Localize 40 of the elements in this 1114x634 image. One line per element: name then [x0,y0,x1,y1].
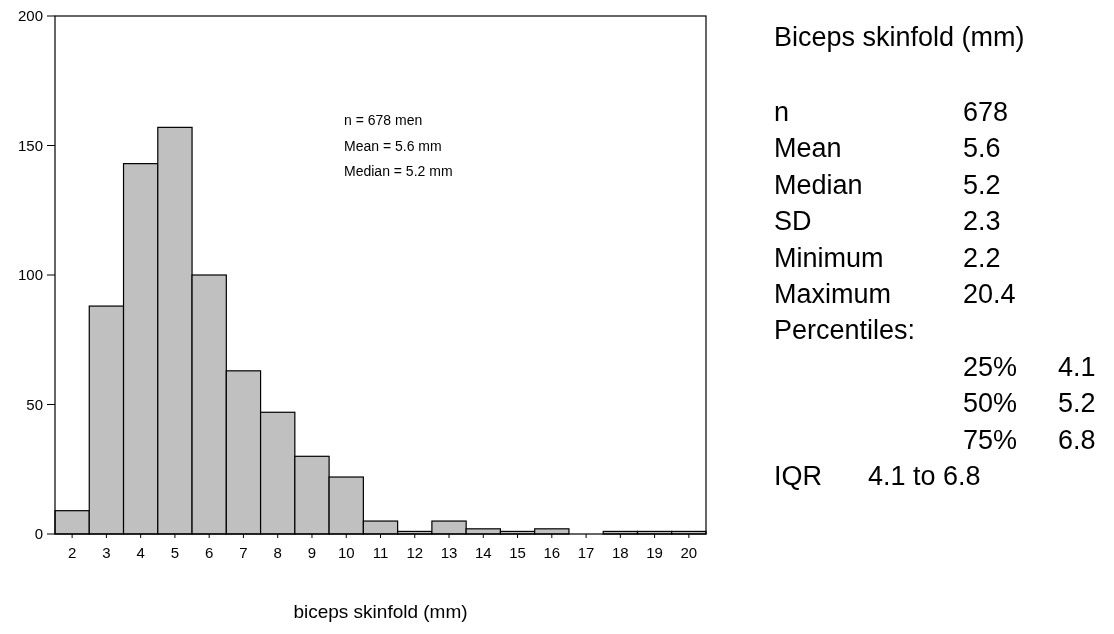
x-tick-label: 7 [239,544,248,561]
x-tick-label: 9 [307,544,317,561]
x-tick-label: 5 [170,544,180,561]
x-tick-label: 8 [273,544,282,561]
x-tick-label: 17 [577,544,595,561]
text: Minimum 2.2 [774,242,1001,273]
y-tick-label: 200 [17,7,43,25]
x-tick-label: 18 [612,544,629,561]
text: n 678 [774,97,1009,127]
x-tick-label: 12 [406,544,424,561]
x-tick-label: 14 [474,544,492,561]
annotation: Median = 5.2 mm [344,163,453,179]
text: Biceps skinfold (mm) [774,22,1025,52]
x-tick-label: 10 [337,544,355,561]
text: 50% 5.2 [963,388,1096,419]
text: Mean 5.6 [774,133,1001,164]
x-tick-label: 11 [372,544,389,561]
x-axis-title: biceps skinfold (mm) [293,601,468,622]
annotation: n = 678 men [344,112,423,128]
text: Median 5.2 [774,169,1001,200]
x-tick-label: 19 [646,544,663,561]
x-tick-label: 20 [680,544,698,561]
x-tick-label: 4 [136,544,145,561]
text: Maximum 20.4 [774,279,1016,309]
annotation: Mean = 5.6 mm [344,137,442,154]
text: Percentiles: [774,315,916,346]
text: 75% 6.8 [963,424,1096,455]
x-tick-label: 16 [543,544,561,561]
text: IQR 4.1 to 6.8 [774,461,981,491]
y-tick-label: 50 [26,395,43,413]
y-tick-label: 150 [17,136,43,154]
y-tick-label: 100 [17,266,43,284]
x-tick-label: 3 [102,544,111,561]
x-tick-label: 6 [205,544,214,561]
text: 25% 4.1 [963,351,1096,382]
x-tick-label: 2 [67,544,77,561]
x-tick-label: 15 [509,544,526,561]
x-tick-label: 13 [440,544,458,561]
text: SD 2.3 [774,206,1001,237]
y-tick-label: 0 [34,525,43,543]
